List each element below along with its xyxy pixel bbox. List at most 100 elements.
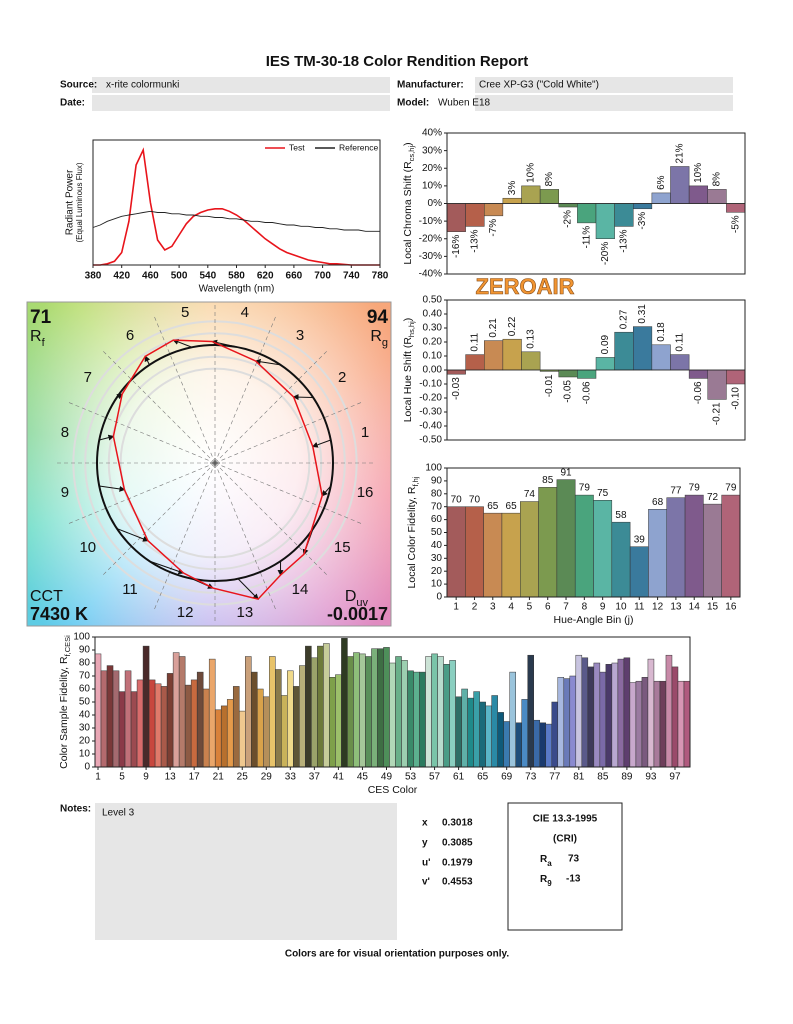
data-label: -5% (730, 215, 741, 233)
data-label: 0.13 (525, 329, 536, 349)
bar (184, 684, 192, 768)
bar (617, 658, 625, 768)
x-tick-label: 25 (237, 772, 249, 783)
bar (214, 709, 222, 768)
shift-arrow (172, 339, 193, 348)
y-axis-label: Local Color Fidelity, Rf,hj (406, 476, 421, 588)
bin-boundary (67, 401, 216, 464)
x-tick-label: 12 (652, 602, 664, 613)
data-label: 85 (542, 475, 554, 486)
bar (257, 688, 264, 768)
data-label: 79 (725, 483, 737, 494)
bar (485, 705, 492, 768)
bar (446, 203, 466, 232)
bar (491, 695, 498, 768)
data-label: 10% (525, 163, 536, 183)
field-box (92, 95, 390, 111)
cri-title: CIE 13.3-1995 (533, 814, 598, 825)
y-axis-label-part: ) (402, 142, 414, 146)
data-label: -16% (451, 235, 462, 258)
bar (677, 680, 685, 768)
bar (238, 710, 246, 768)
data-label: 6% (656, 175, 667, 190)
data-label: -0.06 (581, 381, 592, 404)
bar (611, 662, 619, 768)
y-tick-label: 0.10 (423, 351, 443, 362)
bar (509, 671, 516, 768)
bar (651, 192, 671, 204)
plot-frame (446, 467, 741, 598)
x-tick-label: 85 (597, 772, 609, 783)
field-value: Cree XP-G3 ("Cold White") (479, 80, 599, 91)
bin-label: 10 (79, 539, 96, 556)
bar (623, 657, 631, 768)
x-tick-label: 81 (573, 772, 585, 783)
data-label: 70 (469, 494, 481, 505)
plot-frame (94, 636, 691, 768)
test-polygon (112, 339, 323, 600)
bar (593, 662, 601, 768)
bin-boundary (214, 462, 363, 525)
x-tick-label: 5 (527, 602, 533, 613)
x-tick-label: 620 (257, 271, 274, 282)
data-label: -0.03 (451, 377, 462, 400)
x-tick-label: 73 (525, 772, 537, 783)
x-tick-label: 41 (333, 772, 345, 783)
data-label: 79 (689, 483, 701, 494)
y-tick-label: 0 (436, 592, 442, 603)
bar (539, 722, 547, 768)
bar (633, 326, 653, 371)
y-axis-label-sub: f,CESi (63, 635, 72, 657)
bar (483, 512, 503, 598)
shift-arrow (149, 560, 185, 575)
data-label: -13% (470, 229, 481, 252)
x-axis-label: Wavelength (nm) (199, 284, 275, 295)
y-tick-label: 100 (73, 632, 90, 643)
shift-arrow (116, 393, 124, 400)
y-tick-label: -40% (419, 269, 442, 280)
chromaticity-value: 0.4553 (442, 877, 473, 888)
data-label: 39 (634, 534, 646, 545)
x-tick-label: 29 (261, 772, 273, 783)
bar (323, 643, 330, 768)
data-label: 79 (579, 483, 591, 494)
cct-value: 7430 K (30, 604, 88, 624)
data-label: 65 (506, 501, 518, 512)
x-tick-label: 37 (309, 772, 321, 783)
y-tick-label: -0.30 (419, 407, 442, 418)
y-axis-label: Local Hue Shift (Rhs,hj) (402, 318, 417, 423)
x-tick-label: 17 (189, 772, 201, 783)
bar (263, 696, 270, 768)
x-tick-label: 9 (600, 602, 606, 613)
bin-boundary (153, 462, 216, 611)
bar (659, 680, 667, 768)
cri-symbol: R9 (540, 874, 552, 888)
x-tick-label: 460 (142, 271, 159, 282)
bin-label: 4 (241, 304, 249, 321)
bin-label: 15 (334, 539, 351, 556)
x-tick-label: 1 (95, 772, 101, 783)
bar (465, 506, 484, 598)
series-line (92, 210, 380, 232)
bar (502, 338, 522, 371)
bar (371, 648, 378, 768)
cri-symbol-main: R (540, 874, 548, 885)
bar (431, 653, 438, 768)
data-label: 72 (707, 492, 719, 503)
bar (563, 678, 571, 768)
legend-label: Test (289, 142, 305, 152)
bar (557, 677, 565, 768)
bar (501, 512, 521, 598)
y-tick-label: -0.20 (419, 393, 442, 404)
bar (653, 680, 661, 768)
bar (551, 701, 559, 768)
y-tick-label: 10% (422, 181, 442, 192)
data-label: 8% (544, 172, 555, 187)
bar (651, 344, 671, 371)
bar (641, 677, 649, 768)
x-tick-label: 780 (372, 271, 389, 282)
bar (533, 719, 540, 768)
y-tick-label: -30% (419, 251, 442, 262)
report-title: IES TM-30-18 Color Rendition Report (266, 53, 529, 70)
shift-arrow (311, 439, 331, 448)
